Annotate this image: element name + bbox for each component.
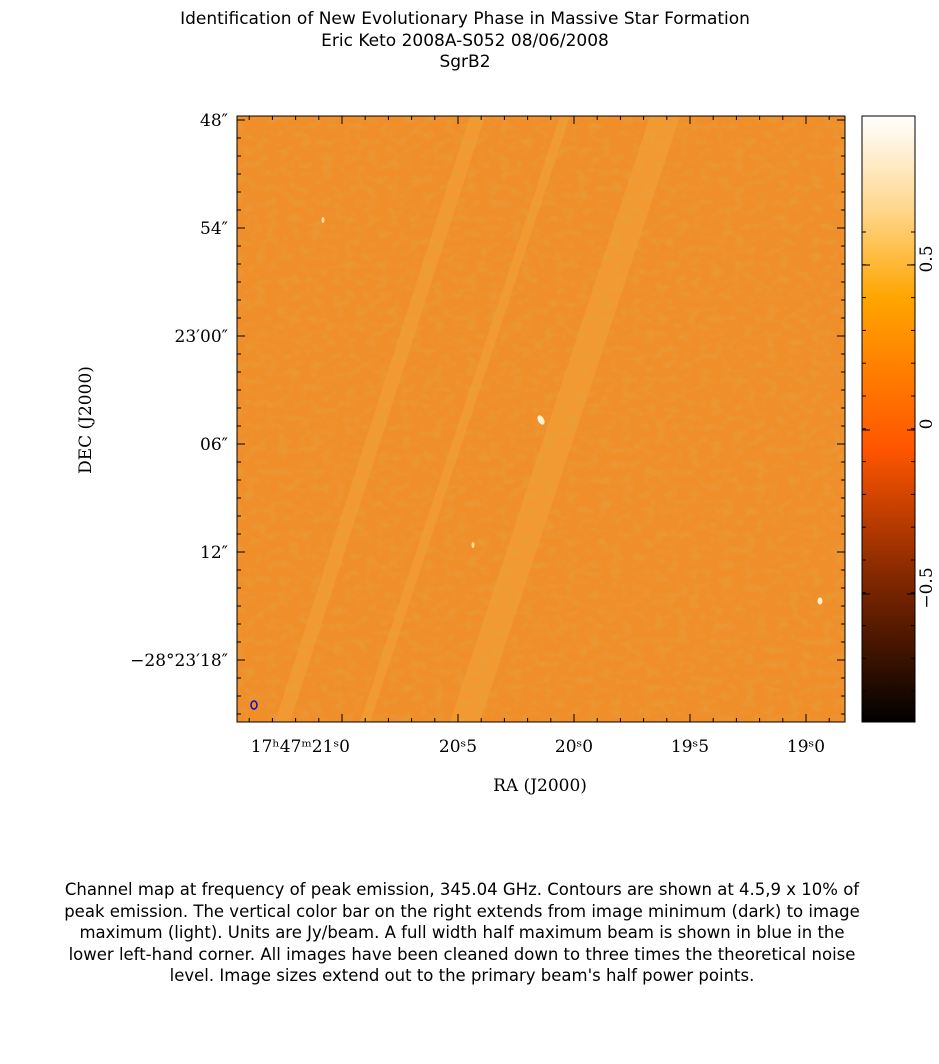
colorbar-tick-label: 0.5: [917, 245, 937, 272]
x-tick-label: 20ˢ0: [555, 737, 593, 757]
y-tick-label: 48″: [200, 111, 228, 131]
y-tick-label: 23′00″: [175, 327, 228, 347]
y-tick-label: 12″: [200, 543, 228, 563]
image: [237, 116, 845, 722]
colorbar-tick-label: −0.5: [917, 567, 937, 608]
title-line: Identification of New Evolutionary Phase…: [180, 9, 750, 29]
y-tick-label: −28°23′18″: [130, 651, 228, 671]
colorbar-tick-label: 0: [917, 419, 937, 430]
caption: Channel map at frequency of peak emissio…: [64, 880, 860, 985]
x-axis-label: RA (J2000): [493, 776, 587, 796]
y-tick-label: 54″: [200, 219, 228, 239]
title-line: SgrB2: [439, 52, 491, 72]
y-axis-label: DEC (J2000): [76, 366, 96, 474]
y-tick-label: 06″: [200, 435, 228, 455]
title-line: Eric Keto 2008A-S052 08/06/2008: [321, 31, 609, 51]
x-tick-label: 17ʰ47ᵐ21ˢ0: [251, 737, 350, 757]
x-tick-label: 19ˢ0: [787, 737, 825, 757]
x-tick-label: 19ˢ5: [671, 737, 709, 757]
x-tick-label: 20ˢ5: [439, 737, 477, 757]
figure: RA (J2000) DEC (J2000) 48″ 54″ 23′00″ 06″ 12…: [76, 111, 937, 796]
